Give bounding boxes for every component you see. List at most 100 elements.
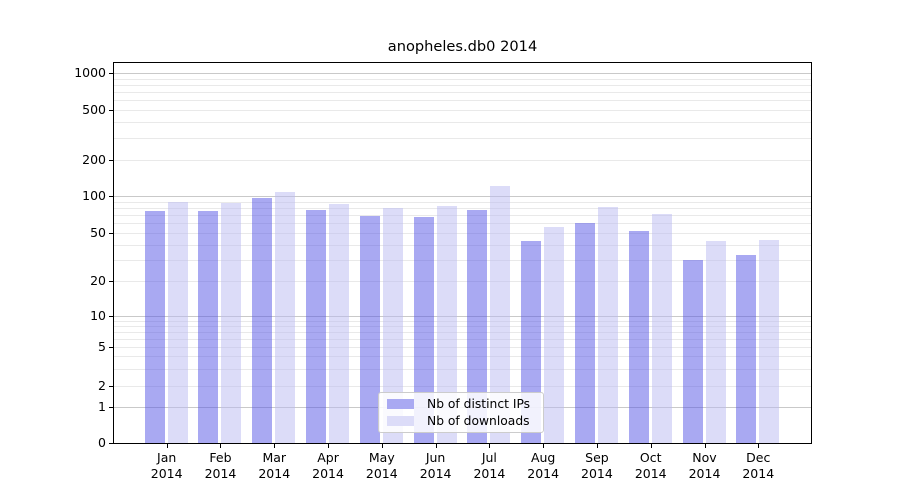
bar-distinct-ips-mar — [252, 197, 273, 443]
y-tick-label-20: 20 — [90, 273, 106, 288]
x-tick-mark-sep — [597, 444, 598, 448]
x-label-year: 2014 — [634, 465, 667, 481]
y-tick-label-50: 50 — [90, 225, 106, 240]
gridline-major — [114, 73, 811, 74]
x-tick-label-feb: Feb 2014 — [188, 450, 252, 481]
x-tick-mark-oct — [651, 444, 652, 448]
legend: Nb of distinct IPs Nb of downloads — [378, 392, 544, 433]
x-tick-mark-apr — [328, 444, 329, 448]
x-tick-mark-jun — [436, 444, 437, 448]
y-tick-mark-20 — [109, 281, 113, 282]
y-tick-label-1: 1 — [98, 399, 106, 414]
legend-swatch-downloads — [387, 415, 414, 426]
x-tick-label-may: May 2014 — [350, 450, 414, 481]
gridline-minor — [114, 122, 811, 124]
bar-downloads-jul — [490, 186, 511, 443]
bar-downloads-may — [382, 207, 403, 443]
y-tick-label-500: 500 — [82, 102, 106, 117]
gridline-minor — [114, 160, 811, 161]
gridline-minor — [114, 356, 811, 358]
bar-distinct-ips-jan — [144, 211, 165, 443]
x-label-year: 2014 — [312, 465, 344, 481]
y-tick-label-10: 10 — [90, 308, 106, 323]
bar-distinct-ips-jun — [413, 217, 434, 443]
legend-item-downloads: Nb of downloads — [387, 414, 535, 428]
x-label-month: Jun — [425, 450, 446, 465]
bar-downloads-aug — [544, 226, 565, 443]
gridline-minor — [114, 281, 811, 282]
x-tick-label-nov: Nov 2014 — [673, 450, 737, 481]
gridline-minor — [114, 347, 811, 348]
x-tick-label-sep: Sep 2014 — [565, 450, 629, 481]
y-tick-label-100: 100 — [82, 188, 106, 203]
bar-distinct-ips-apr — [306, 209, 327, 443]
x-tick-mark-aug — [543, 444, 544, 448]
bar-downloads-jun — [436, 205, 457, 443]
y-tick-mark-500 — [109, 110, 113, 111]
x-label-year: 2014 — [688, 465, 721, 481]
gridline-minor — [114, 92, 811, 94]
gridline-minor — [114, 338, 811, 340]
bar-downloads-mar — [275, 191, 296, 443]
x-label-year: 2014 — [365, 465, 398, 481]
x-tick-label-mar: Mar 2014 — [242, 450, 306, 481]
y-tick-label-0: 0 — [98, 435, 106, 450]
bar-distinct-ips-oct — [628, 230, 649, 443]
gridline-minor — [114, 137, 811, 139]
x-label-month: Nov — [692, 450, 717, 465]
x-label-year: 2014 — [204, 465, 237, 481]
bar-downloads-apr — [329, 204, 350, 443]
x-tick-label-apr: Apr 2014 — [296, 450, 360, 481]
x-label-year: 2014 — [581, 465, 613, 481]
bar-downloads-oct — [651, 214, 672, 443]
x-label-year: 2014 — [742, 465, 775, 481]
bar-distinct-ips-may — [359, 215, 380, 443]
gridline-minor — [114, 223, 811, 225]
x-label-month: Jan — [157, 450, 177, 465]
legend-item-distinct-ips: Nb of distinct IPs — [387, 397, 535, 411]
plot-area — [113, 62, 812, 444]
y-tick-mark-0 — [109, 443, 113, 444]
x-label-month: Apr — [317, 450, 339, 465]
x-tick-label-oct: Oct 2014 — [619, 450, 683, 481]
x-label-year: 2014 — [473, 465, 506, 481]
gridline-minor — [114, 320, 811, 322]
y-tick-mark-10 — [109, 316, 113, 317]
gridline-minor — [114, 84, 811, 86]
y-tick-mark-200 — [109, 160, 113, 161]
gridline-minor — [114, 259, 811, 261]
x-tick-mark-dec — [758, 444, 759, 448]
x-tick-mark-feb — [220, 444, 221, 448]
bar-distinct-ips-sep — [574, 223, 595, 443]
gridline-minor — [114, 100, 811, 102]
gridline-minor — [114, 233, 811, 234]
gridline-minor — [114, 215, 811, 217]
legend-label-downloads: Nb of downloads — [427, 413, 530, 428]
x-label-month: May — [368, 450, 395, 465]
y-tick-mark-5 — [109, 347, 113, 348]
x-tick-label-jun: Jun 2014 — [404, 450, 468, 481]
gridline-minor — [114, 207, 811, 209]
y-tick-mark-50 — [109, 233, 113, 234]
gridline-minor — [114, 201, 811, 203]
y-tick-label-1000: 1000 — [74, 65, 106, 80]
x-tick-mark-nov — [705, 444, 706, 448]
bar-distinct-ips-jul — [467, 209, 488, 443]
x-tick-mark-jul — [489, 444, 490, 448]
bar-distinct-ips-dec — [736, 254, 757, 443]
x-label-month: Oct — [639, 450, 662, 465]
gridline-major — [114, 196, 811, 197]
x-tick-mark-mar — [274, 444, 275, 448]
bar-distinct-ips-nov — [682, 259, 703, 443]
gridline-minor — [114, 368, 811, 370]
gridline-minor — [114, 331, 811, 333]
gridline-major — [114, 316, 811, 317]
y-tick-mark-1000 — [109, 73, 113, 74]
gridline-minor — [114, 244, 811, 246]
x-label-year: 2014 — [258, 465, 291, 481]
x-label-month: Sep — [585, 450, 609, 465]
x-label-month: Jul — [481, 450, 497, 465]
x-label-month: Aug — [530, 450, 556, 465]
x-tick-mark-jan — [167, 444, 168, 448]
